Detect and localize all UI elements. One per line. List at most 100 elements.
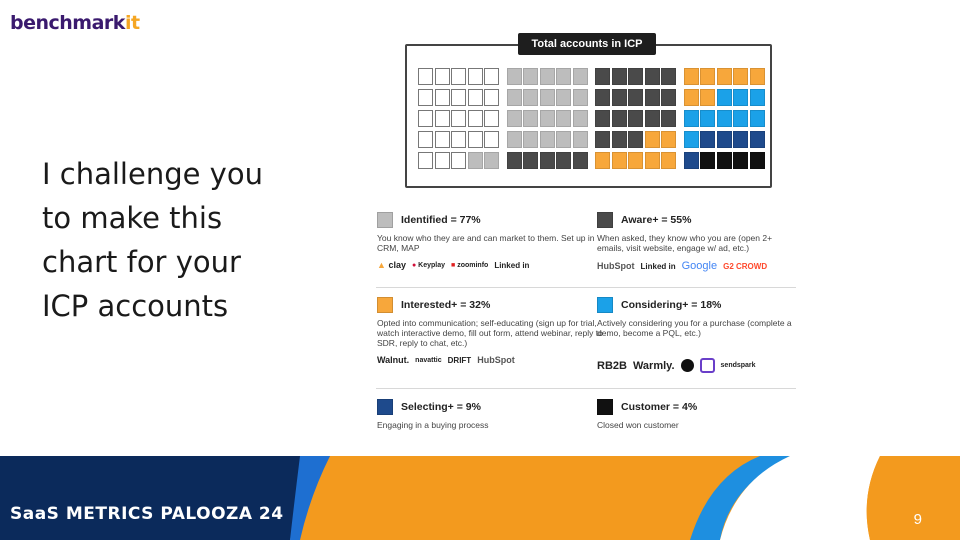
account-cell-unidentified bbox=[418, 131, 433, 148]
account-cell-unidentified bbox=[434, 131, 450, 148]
headline-line: ICP accounts bbox=[42, 289, 229, 323]
account-cell-interested bbox=[628, 152, 643, 169]
account-cell-identified bbox=[572, 110, 588, 127]
account-cell-identified bbox=[556, 89, 571, 106]
account-cell-aware bbox=[611, 89, 627, 106]
legend-description: You know who they are and can market to … bbox=[377, 233, 595, 253]
account-cell-interested bbox=[661, 131, 676, 148]
account-cell-customer bbox=[700, 152, 715, 169]
account-cell-selecting bbox=[749, 131, 765, 148]
account-cell-aware bbox=[628, 131, 643, 148]
warmly-logo: Warmly. bbox=[632, 359, 675, 372]
account-cell-identified bbox=[523, 131, 538, 148]
account-cell-considering bbox=[749, 110, 765, 127]
legend-divider bbox=[376, 388, 796, 389]
linkedin-logo: Linked in bbox=[640, 261, 676, 271]
rb2b-logo: RB2B bbox=[597, 359, 627, 372]
account-cell-unidentified bbox=[434, 152, 450, 169]
legend-label: Identified = 77% bbox=[401, 214, 481, 226]
walnut-logo: Walnut. bbox=[377, 355, 410, 365]
account-cell-aware bbox=[506, 152, 522, 169]
legend-selecting: Selecting+ = 9% Engaging in a buying pro… bbox=[377, 399, 607, 430]
google-logo: Google bbox=[681, 260, 718, 272]
considering-swatch bbox=[597, 297, 613, 313]
account-cell-unidentified bbox=[418, 110, 433, 127]
account-cell-unidentified bbox=[418, 68, 433, 85]
account-cell-identified bbox=[572, 68, 588, 85]
account-cell-identified bbox=[506, 131, 522, 148]
account-cell-considering bbox=[683, 131, 699, 148]
account-cell-aware bbox=[661, 68, 676, 85]
vendor-logos: ▲ clay ● Keyplay ■ zoominfo Linked in bbox=[377, 260, 607, 270]
navattic-logo: navattic bbox=[415, 356, 442, 364]
hubspot-logo: HubSpot bbox=[597, 261, 635, 271]
account-cell-considering bbox=[733, 110, 748, 127]
account-cell-unidentified bbox=[467, 68, 483, 85]
account-cell-interested bbox=[661, 152, 676, 169]
account-cell-interested bbox=[700, 68, 715, 85]
account-cell-unidentified bbox=[418, 152, 433, 169]
account-cell-customer bbox=[733, 152, 748, 169]
legend-description: Actively considering you for a purchase … bbox=[597, 318, 792, 338]
account-cell-identified bbox=[506, 89, 522, 106]
account-cell-unidentified bbox=[484, 110, 499, 127]
account-cell-aware bbox=[644, 110, 660, 127]
drift-logo: DRIFT bbox=[447, 355, 472, 365]
benchmarkit-logo: benchmarkit bbox=[10, 12, 140, 34]
legend-label: Interested+ = 32% bbox=[401, 299, 491, 311]
headline-line: to make this bbox=[42, 201, 223, 235]
page-number: 9 bbox=[913, 511, 922, 528]
legend-description: Opted into communication; self-educating… bbox=[377, 318, 603, 348]
account-cell-aware bbox=[523, 152, 538, 169]
account-cell-identified bbox=[467, 152, 483, 169]
sendspark-logo: sendspark bbox=[720, 362, 756, 369]
hubspot-logo: HubSpot bbox=[477, 355, 515, 365]
account-cell-identified bbox=[539, 110, 555, 127]
account-cell-selecting bbox=[733, 131, 748, 148]
legend-label: Customer = 4% bbox=[621, 401, 698, 413]
account-cell-aware bbox=[556, 152, 571, 169]
customer-swatch bbox=[597, 399, 613, 415]
headline: I challenge you to make this chart for y… bbox=[42, 152, 342, 328]
account-cell-aware bbox=[595, 89, 610, 106]
aware-swatch bbox=[597, 212, 613, 228]
legend-label: Aware+ = 55% bbox=[621, 214, 692, 226]
account-cell-aware bbox=[644, 89, 660, 106]
legend-description: When asked, they know who you are (open … bbox=[597, 233, 773, 253]
legend-description: Engaging in a buying process bbox=[377, 420, 489, 430]
footer-graphic bbox=[0, 456, 960, 540]
account-cell-identified bbox=[539, 131, 555, 148]
account-cell-interested bbox=[700, 89, 715, 106]
account-cell-selecting bbox=[683, 152, 699, 169]
account-cell-aware bbox=[628, 89, 643, 106]
account-cell-aware bbox=[539, 152, 555, 169]
legend-description: Closed won customer bbox=[597, 420, 679, 430]
keyplay-logo: ● Keyplay bbox=[411, 261, 446, 269]
vendor-logos: RB2B Warmly. sendspark bbox=[597, 358, 797, 373]
account-cell-identified bbox=[539, 68, 555, 85]
account-cell-identified bbox=[523, 89, 538, 106]
headline-line: chart for your bbox=[42, 245, 241, 279]
account-cell-aware bbox=[595, 110, 610, 127]
linkedin-logo: Linked in bbox=[494, 260, 530, 270]
g2-crowd-logo: G2 CROWD bbox=[723, 261, 768, 271]
footer-event-name: SaaS METRICS PALOOZA 24 bbox=[10, 504, 284, 524]
account-cell-unidentified bbox=[434, 68, 450, 85]
account-cell-identified bbox=[556, 68, 571, 85]
account-cell-interested bbox=[644, 152, 660, 169]
account-cell-selecting bbox=[716, 131, 732, 148]
legend-aware: Aware+ = 55% When asked, they know who y… bbox=[597, 212, 797, 272]
account-cell-interested bbox=[749, 68, 765, 85]
account-cell-unidentified bbox=[484, 131, 499, 148]
account-cell-customer bbox=[749, 152, 765, 169]
account-cell-unidentified bbox=[451, 110, 466, 127]
account-cell-aware bbox=[661, 89, 676, 106]
account-cell-identified bbox=[556, 110, 571, 127]
account-cell-unidentified bbox=[484, 68, 499, 85]
zoominfo-logo: ■ zoominfo bbox=[451, 261, 489, 269]
account-cell-identified bbox=[539, 89, 555, 106]
vendor-logos: Walnut. navattic DRIFT HubSpot bbox=[377, 355, 607, 365]
footer-band bbox=[0, 456, 960, 540]
legend-label: Selecting+ = 9% bbox=[401, 401, 481, 413]
account-cell-aware bbox=[611, 68, 627, 85]
